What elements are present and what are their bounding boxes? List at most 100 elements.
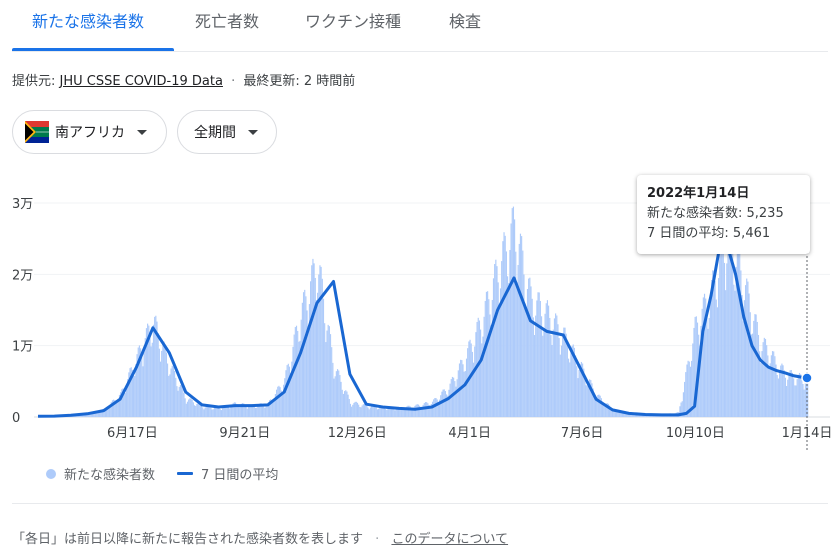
daily-case-bar [259, 403, 261, 417]
daily-case-bar [558, 338, 560, 417]
tab-deaths[interactable]: 死亡者数 [195, 12, 260, 31]
daily-case-bar [191, 399, 193, 417]
daily-case-bar [494, 264, 496, 417]
daily-case-bar [721, 234, 723, 417]
daily-case-bar [150, 346, 152, 417]
daily-case-bar [299, 340, 301, 417]
daily-case-bar [287, 363, 289, 417]
tooltip-date: 2022年1月14日 [647, 186, 750, 201]
daily-case-bar [283, 384, 285, 417]
daily-case-bar [559, 354, 561, 417]
daily-case-bar [589, 379, 591, 417]
daily-case-bar [783, 370, 785, 417]
daily-case-bar [280, 390, 282, 417]
tab-vaccination[interactable]: ワクチン接種 [305, 12, 402, 31]
daily-case-bar [397, 407, 400, 417]
daily-case-bar [179, 385, 182, 417]
daily-case-bar [572, 344, 574, 417]
region-dropdown[interactable]: 南アフリカ [12, 110, 167, 154]
daily-case-bar [156, 321, 158, 417]
daily-case-bar [533, 335, 536, 417]
daily-case-bar [793, 378, 795, 417]
period-dropdown[interactable]: 全期間 [177, 110, 277, 154]
x-tick-label: 6月17日 [107, 426, 158, 441]
daily-case-bar [501, 261, 503, 417]
daily-case-bar [264, 407, 266, 417]
daily-case-bar [294, 327, 296, 417]
daily-case-bar [529, 277, 531, 417]
daily-case-bar [327, 324, 329, 417]
daily-case-bar [202, 407, 204, 417]
daily-case-bar [557, 324, 559, 417]
daily-case-bar [394, 410, 396, 417]
daily-case-bar [528, 278, 530, 417]
daily-case-bar [746, 278, 748, 417]
daily-case-bar [125, 387, 128, 417]
daily-case-bar [571, 346, 573, 417]
daily-case-bar [790, 369, 792, 417]
daily-case-bar [580, 361, 583, 417]
hover-marker-dot [801, 372, 813, 384]
daily-case-bar [566, 344, 568, 417]
daily-case-bar [91, 412, 94, 417]
daily-case-bar [456, 379, 458, 417]
daily-case-bar [148, 325, 150, 417]
daily-case-bar [722, 243, 724, 417]
chevron-down-icon [248, 129, 258, 135]
daily-case-bar [784, 377, 787, 417]
daily-case-bar [404, 407, 407, 417]
daily-case-bar [720, 238, 722, 417]
daily-case-bar [220, 410, 223, 417]
daily-case-bar [351, 406, 353, 417]
daily-case-bar [312, 258, 314, 417]
daily-case-bar [107, 408, 109, 417]
daily-case-bar [551, 344, 553, 417]
x-tick-label: 1月14日 [782, 426, 833, 441]
daily-case-bar [478, 320, 481, 417]
daily-case-bar [217, 407, 219, 417]
daily-case-bar [688, 361, 690, 417]
source-link[interactable]: JHU CSSE COVID-19 Data [59, 74, 223, 89]
cases-chart[interactable]: 0 1万 2万 3万 6月17日 9月21日 12月26日 4月1日 7月6日 10月10日 1月… [0, 160, 840, 450]
daily-case-bar [267, 402, 269, 417]
daily-case-bar [142, 366, 144, 417]
daily-case-bar [485, 291, 488, 417]
daily-case-bar [129, 368, 131, 417]
tab-new-cases[interactable]: 新たな感染者数 [32, 12, 145, 31]
daily-case-bar [730, 229, 733, 417]
daily-case-bar [360, 407, 362, 417]
daily-case-bar [197, 402, 199, 417]
daily-case-bar [512, 206, 515, 417]
daily-case-bar [254, 407, 257, 417]
daily-case-bar [230, 406, 232, 417]
daily-case-bar [764, 338, 767, 417]
daily-case-bar [611, 410, 613, 417]
daily-case-bar [741, 295, 743, 417]
daily-case-bar [723, 262, 726, 417]
daily-case-bar [607, 403, 609, 417]
daily-case-bar [295, 325, 298, 417]
daily-case-bar [766, 345, 768, 417]
daily-case-bar [132, 375, 135, 417]
daily-case-bar [475, 332, 477, 417]
daily-case-bar [442, 389, 444, 417]
daily-case-bar [776, 374, 778, 417]
daily-case-bar [693, 327, 695, 417]
daily-case-bar [359, 406, 361, 417]
daily-case-bar [96, 411, 98, 417]
daily-case-bar [431, 401, 434, 417]
about-data-link[interactable]: このデータについて [391, 532, 509, 547]
daily-case-bar [440, 395, 442, 417]
daily-case-bar [183, 392, 185, 417]
tab-tests[interactable]: 検査 [449, 12, 482, 31]
daily-case-bar [567, 358, 570, 417]
daily-case-bar [573, 347, 575, 417]
daily-case-bar [594, 399, 597, 417]
daily-case-bar [219, 409, 221, 417]
daily-case-bar [147, 323, 149, 417]
daily-case-bar [331, 347, 333, 417]
daily-case-bar [433, 399, 435, 417]
chart-tooltip: 2022年1月14日 新たな感染者数: 5,235 7 日間の平均: 5,461 [637, 175, 810, 254]
daily-case-bar [759, 351, 761, 417]
daily-case-bar [639, 414, 641, 417]
